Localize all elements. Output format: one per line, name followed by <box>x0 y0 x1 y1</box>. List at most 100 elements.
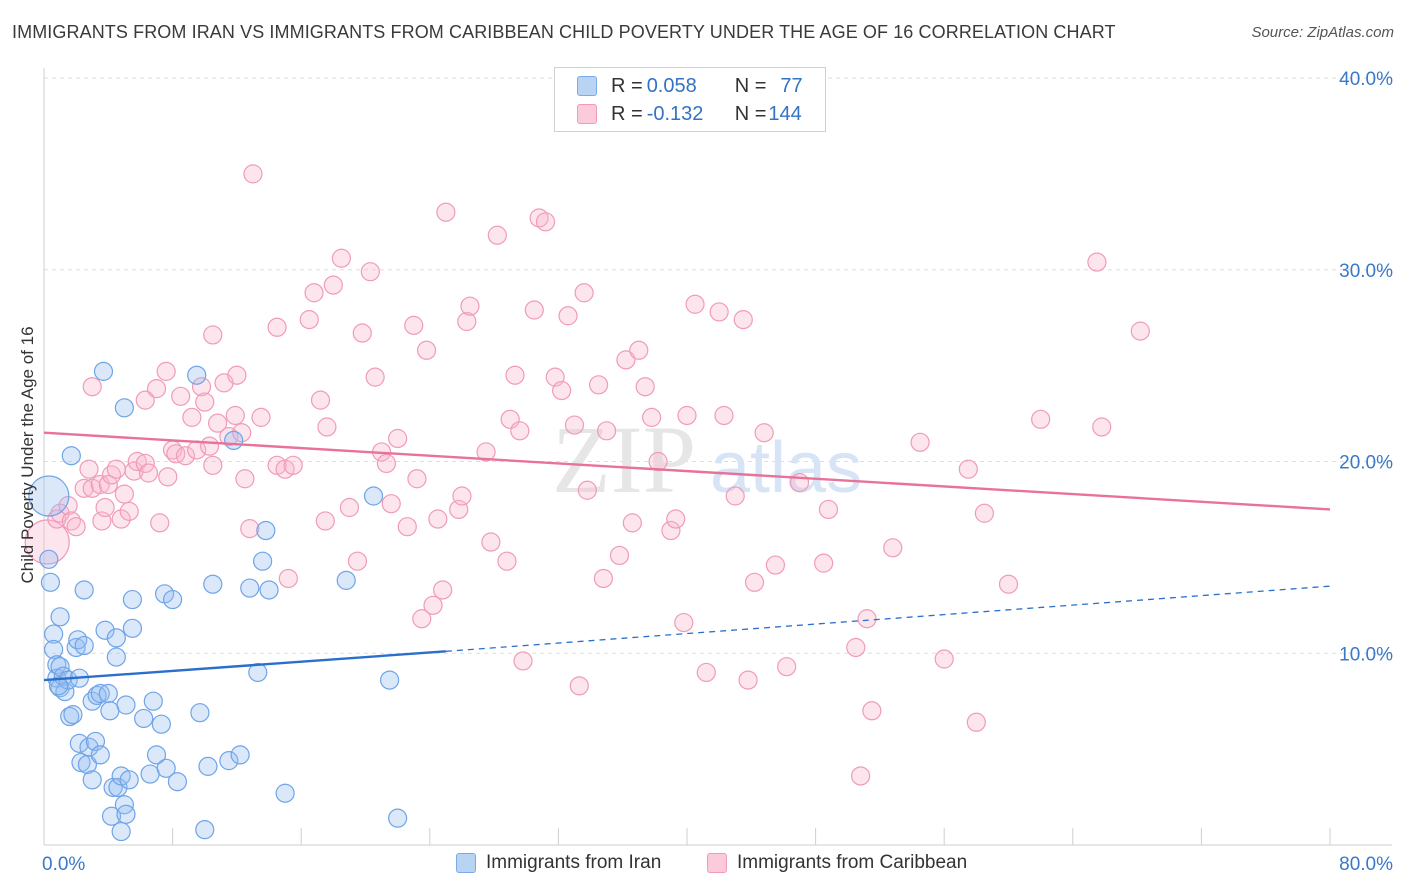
caribbean-point <box>331 248 351 268</box>
legend-item-caribbean[interactable]: Immigrants from Caribbean <box>707 852 967 874</box>
caribbean-point <box>232 423 252 443</box>
caribbean-point <box>622 513 642 533</box>
caribbean-point <box>235 469 255 489</box>
caribbean-point <box>82 377 102 397</box>
iran-point <box>101 806 122 826</box>
iran-point <box>61 446 81 466</box>
caribbean-point <box>476 442 496 462</box>
caribbean-point <box>457 311 477 332</box>
y-tick-label: 10.0% <box>1339 644 1393 665</box>
caribbean-point <box>497 551 517 571</box>
caribbean-point <box>661 520 681 541</box>
iran-point <box>336 570 356 590</box>
iran-point <box>163 589 183 610</box>
iran-trend-line <box>43 650 446 682</box>
iran-point <box>134 708 154 729</box>
iran-n-label: N = <box>734 74 767 97</box>
caribbean-point <box>191 377 212 397</box>
iran-point <box>114 398 134 418</box>
axes <box>43 68 1392 846</box>
iran-point <box>108 777 128 798</box>
caribbean-point <box>513 651 533 671</box>
y-tick-label: 30.0% <box>1339 261 1393 282</box>
iran-point <box>140 764 160 784</box>
caribbean-point <box>225 405 245 426</box>
iran-point <box>151 714 171 734</box>
caribbean-point <box>733 310 753 330</box>
iran-point <box>40 572 61 592</box>
caribbean-point <box>114 484 134 504</box>
caribbean-point <box>376 453 396 474</box>
iran-point <box>203 574 223 594</box>
legend-item-iran[interactable]: Immigrants from Iran <box>456 852 661 874</box>
caribbean-point <box>814 553 834 573</box>
iran-point <box>82 770 102 790</box>
iran-point <box>60 706 80 727</box>
caribbean-points <box>24 164 1150 786</box>
caribbean-point <box>642 407 662 427</box>
caribbean-trend-line <box>43 431 1331 511</box>
caribbean-point <box>412 609 432 629</box>
caribbean-point <box>958 459 978 479</box>
caribbean-point <box>883 538 903 558</box>
caribbean-point <box>777 657 797 677</box>
caribbean-point <box>404 315 424 335</box>
caribbean-point <box>317 417 337 437</box>
iran-point <box>224 430 244 451</box>
iran-point <box>103 777 123 798</box>
caribbean-point <box>505 365 525 385</box>
iran-point <box>114 795 134 815</box>
caribbean-point <box>666 509 686 529</box>
caribbean-point <box>460 296 480 316</box>
caribbean-point <box>738 670 758 690</box>
caribbean-point <box>208 413 228 433</box>
caribbean-point <box>574 283 594 303</box>
caribbean-n-label: N = <box>734 102 767 125</box>
iran-point <box>253 551 273 571</box>
caribbean-point <box>635 377 655 397</box>
iran-point <box>28 475 70 517</box>
iran-swatch <box>577 76 597 96</box>
series-legend: Immigrants from Iran Immigrants from Car… <box>0 852 1406 878</box>
iran-point <box>50 607 70 627</box>
caribbean-point <box>1087 252 1107 272</box>
caribbean-point <box>588 375 609 395</box>
caribbean-point <box>347 551 368 571</box>
caribbean-point <box>66 517 86 537</box>
caribbean-point <box>452 486 472 506</box>
iran-point <box>190 703 210 723</box>
caribbean-point <box>696 662 716 683</box>
caribbean-point <box>166 444 186 464</box>
caribbean-point <box>158 467 178 487</box>
iran-point <box>156 758 176 778</box>
caribbean-point <box>862 701 882 721</box>
iran-point <box>63 705 83 725</box>
caribbean-point <box>365 367 385 387</box>
legend-row-iran: R = 0.058 N = 77 <box>577 73 803 99</box>
source-label: Source: ZipAtlas.com <box>1251 24 1394 41</box>
iran-point <box>248 662 268 683</box>
caribbean-point <box>251 407 271 427</box>
caribbean-n-value: 144 <box>768 102 802 125</box>
y-tick-label: 40.0% <box>1339 69 1393 90</box>
caribbean-point <box>95 497 115 518</box>
caribbean-point <box>175 446 196 466</box>
iran-point <box>122 618 143 638</box>
caribbean-point <box>966 712 986 732</box>
caribbean-point <box>818 499 839 520</box>
caribbean-point <box>934 649 954 669</box>
watermark-zip: ZIP <box>552 406 696 513</box>
gridlines <box>44 77 1392 654</box>
iran-point <box>116 695 136 715</box>
caribbean-point <box>616 350 636 370</box>
caribbean-point <box>577 480 597 500</box>
iran-point <box>187 365 207 385</box>
iran-point <box>39 549 59 569</box>
iran-point <box>74 635 94 656</box>
caribbean-point <box>569 676 589 696</box>
caribbean-point <box>199 436 220 456</box>
iran-point <box>388 808 408 828</box>
caribbean-point <box>360 262 380 282</box>
caribbean-point <box>304 283 324 303</box>
